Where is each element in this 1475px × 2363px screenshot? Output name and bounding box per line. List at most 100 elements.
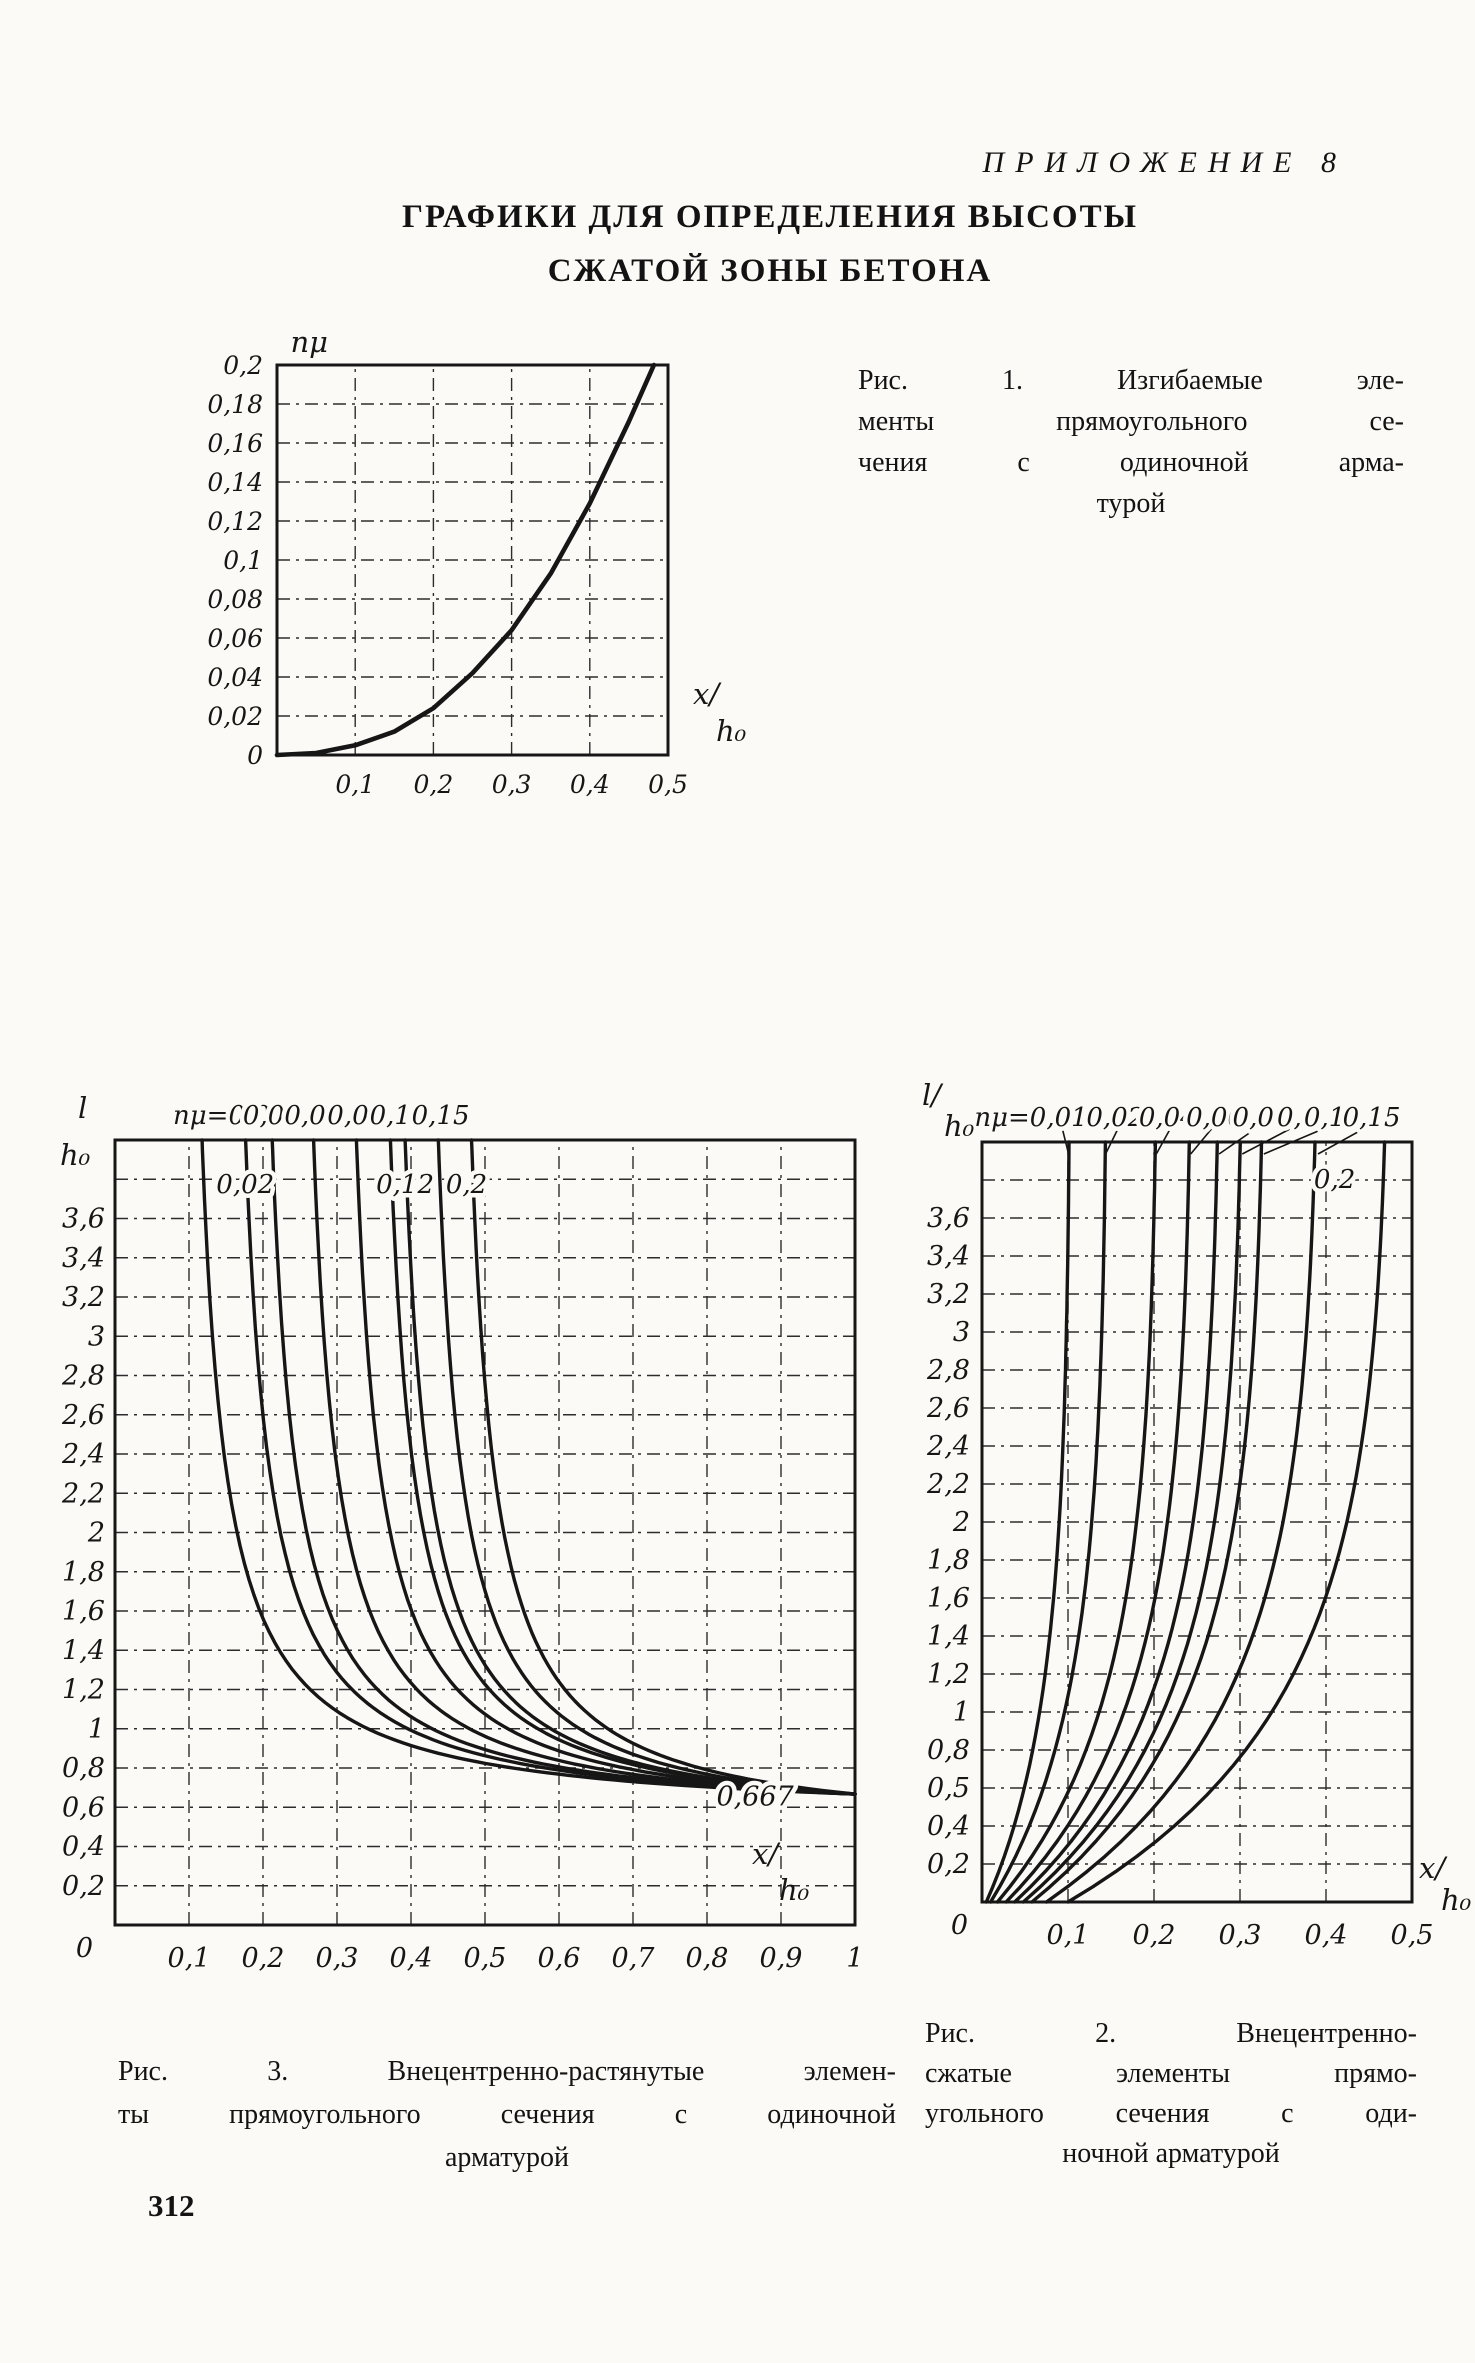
curve-0,2 <box>469 1138 857 1796</box>
caption-line: ночной арматурой <box>1062 2138 1280 2169</box>
figure-1-chart: 0,1 0,2 0,3 0,4 0,5 0,2 0,18 0,16 0,14 0,12 0,1 0,0… <box>207 325 747 799</box>
y-tick-label: 2,6 <box>61 1400 105 1431</box>
plot-frame <box>980 1140 1414 1904</box>
page-number: 312 <box>148 2188 195 2223</box>
x-tick-label: 0,2 <box>1133 1920 1176 1951</box>
y-tick-label: 2,2 <box>926 1469 970 1500</box>
curve-0,2 <box>1066 1140 1387 1904</box>
curve-0,15 <box>1044 1140 1317 1904</box>
y-tick-label: 2,4 <box>61 1439 105 1470</box>
y-tick-label: 0,1 <box>223 546 263 575</box>
curve-label-0,15: 0,15 <box>412 1101 470 1131</box>
x-tick-label: 0,1 <box>168 1943 211 1974</box>
y-tick-label: 2,6 <box>926 1393 970 1424</box>
curve-label-0,08: 0,08 <box>327 1101 385 1131</box>
figure-1-caption: Рис. 1. Изгибаемые эле- менты прямоуголь… <box>858 360 1404 524</box>
curve-0,04 <box>995 1140 1158 1904</box>
y-tick-label: 0,2 <box>223 351 263 380</box>
caption-line: угольного сечения с оди- <box>925 2098 1417 2129</box>
y-axis-title: l/ <box>922 1078 944 1112</box>
title-line-2: СЖАТОЙ ЗОНЫ БЕТОНА <box>547 253 993 289</box>
label-leader-line <box>1263 1125 1331 1155</box>
curve-0,08 <box>1013 1140 1219 1904</box>
x-tick-label: 0,8 <box>686 1943 729 1974</box>
x-tick-label: 0,2 <box>242 1943 285 1974</box>
y-tick-label: 2,8 <box>61 1361 105 1392</box>
x-axis-title: h₀ <box>1441 1883 1472 1917</box>
y-tick-label: 0,04 <box>207 663 263 692</box>
y-tick-label: 3,6 <box>62 1204 105 1235</box>
caption-line: турой <box>1096 488 1166 519</box>
y-tick-label: 3,2 <box>927 1279 970 1310</box>
y-tick-label: 1,8 <box>62 1557 105 1588</box>
caption-line: Рис. 2. Внецентренно- <box>925 2018 1417 2049</box>
curve-label-0,2: 0,2 <box>1314 1165 1355 1195</box>
x-tick-label: 0,4 <box>390 1943 433 1974</box>
y-axis-title: h₀ <box>944 1109 975 1143</box>
curve-label-nμ=0,01: nμ=0,01 <box>974 1103 1087 1133</box>
curve-0,06 <box>1004 1140 1191 1904</box>
figure-3-caption: Рис. 3. Внецентренно-растянутые элемен- … <box>118 2050 896 2179</box>
y-tick-label: 3 <box>953 1317 970 1348</box>
y-tick-label: 1,6 <box>927 1583 970 1614</box>
x-axis-title: h₀ <box>716 714 747 748</box>
y-tick-label: 0,16 <box>207 429 263 458</box>
x-tick-label: 0,6 <box>538 1943 581 1974</box>
y-tick-label: 0,12 <box>207 507 263 536</box>
caption-line: арматурой <box>444 2142 570 2173</box>
curve-0,12 <box>1030 1140 1264 1904</box>
figure-2-chart: 0,1 0,2 0,3 0,4 0,5 3,6 3,4 3,2 3 2,8 2,6 2,4 2,2 2 1,… <box>922 1078 1472 1951</box>
caption-line: сжатые элементы прямо- <box>925 2058 1417 2089</box>
x-tick-label: 0,7 <box>612 1943 656 1974</box>
y-tick-label: 1 <box>953 1697 970 1728</box>
curve-label-0,12: 0,12 <box>376 1170 434 1200</box>
caption-line: Рис. 1. Изгибаемые эле- <box>858 365 1404 396</box>
curve-0,12 <box>403 1138 857 1796</box>
y-tick-label: 3,4 <box>927 1241 970 1272</box>
y-tick-label: 0,02 <box>207 702 263 731</box>
y-tick-label: 2,2 <box>61 1478 105 1509</box>
x-tick-label: 0,1 <box>1047 1920 1090 1951</box>
origin-label: 0 <box>76 1933 93 1964</box>
y-tick-label: 1,4 <box>927 1621 970 1652</box>
y-tick-label: 0,14 <box>207 468 263 497</box>
curve-label-0,02: 0,02 <box>216 1170 274 1200</box>
y-tick-label: 1,4 <box>62 1635 105 1666</box>
x-tick-label: 0,5 <box>648 770 688 799</box>
label-leader-line <box>1104 1125 1121 1155</box>
x-tick-label: 0,4 <box>570 770 610 799</box>
title-line-1: ГРАФИКИ ДЛЯ ОПРЕДЕЛЕНИЯ ВЫСОТЫ <box>401 199 1139 235</box>
y-tick-label: 2,8 <box>926 1355 970 1386</box>
y-tick-label: 2,4 <box>926 1431 970 1462</box>
plot-frame <box>275 363 670 757</box>
y-tick-label: 1 <box>88 1714 105 1745</box>
x-tick-label: 0,5 <box>1391 1920 1434 1951</box>
curve-nμ=0,01 <box>984 1140 1071 1904</box>
x-tick-label: 1 <box>846 1943 863 1974</box>
x-axis-title: x/ <box>693 677 722 711</box>
curve-0,15 <box>436 1138 857 1796</box>
x-axis-title: x/ <box>1419 1851 1448 1885</box>
caption-line: ты прямоугольного сечения с одиночной <box>118 2099 896 2130</box>
y-tick-label: 0,2 <box>62 1871 105 1902</box>
x-tick-label: 0,9 <box>760 1943 803 1974</box>
x-tick-label: 0,1 <box>335 770 375 799</box>
grid <box>982 1142 1412 1902</box>
curve-0,06 <box>311 1138 857 1796</box>
x-tick-label: 0,4 <box>1305 1920 1348 1951</box>
y-tick-label: 3,4 <box>62 1243 105 1274</box>
curve-label-0,08: 0,08 <box>1233 1103 1291 1133</box>
y-tick-label: 3 <box>88 1321 105 1352</box>
y-tick-label: 0,6 <box>62 1792 105 1823</box>
y-axis-title: h₀ <box>60 1138 91 1172</box>
figure-3-chart: 0,1 0,2 0,3 0,4 0,5 0,6 0,7 0,8 0,9 1 3,6 3,4 3,2 3 2,… <box>60 1091 864 1974</box>
y-tick-label: 0,4 <box>927 1811 970 1842</box>
y-tick-label: 0,4 <box>62 1832 105 1863</box>
y-tick-label: 0,8 <box>62 1753 105 1784</box>
caption-line: менты прямоугольного се- <box>858 406 1404 437</box>
grid <box>115 1140 855 1925</box>
label-leader-line <box>1190 1125 1215 1155</box>
curve-nμ(x/h₀) <box>274 362 657 758</box>
y-tick-label: 1,2 <box>62 1675 105 1706</box>
y-tick-label: 0,08 <box>207 585 263 614</box>
